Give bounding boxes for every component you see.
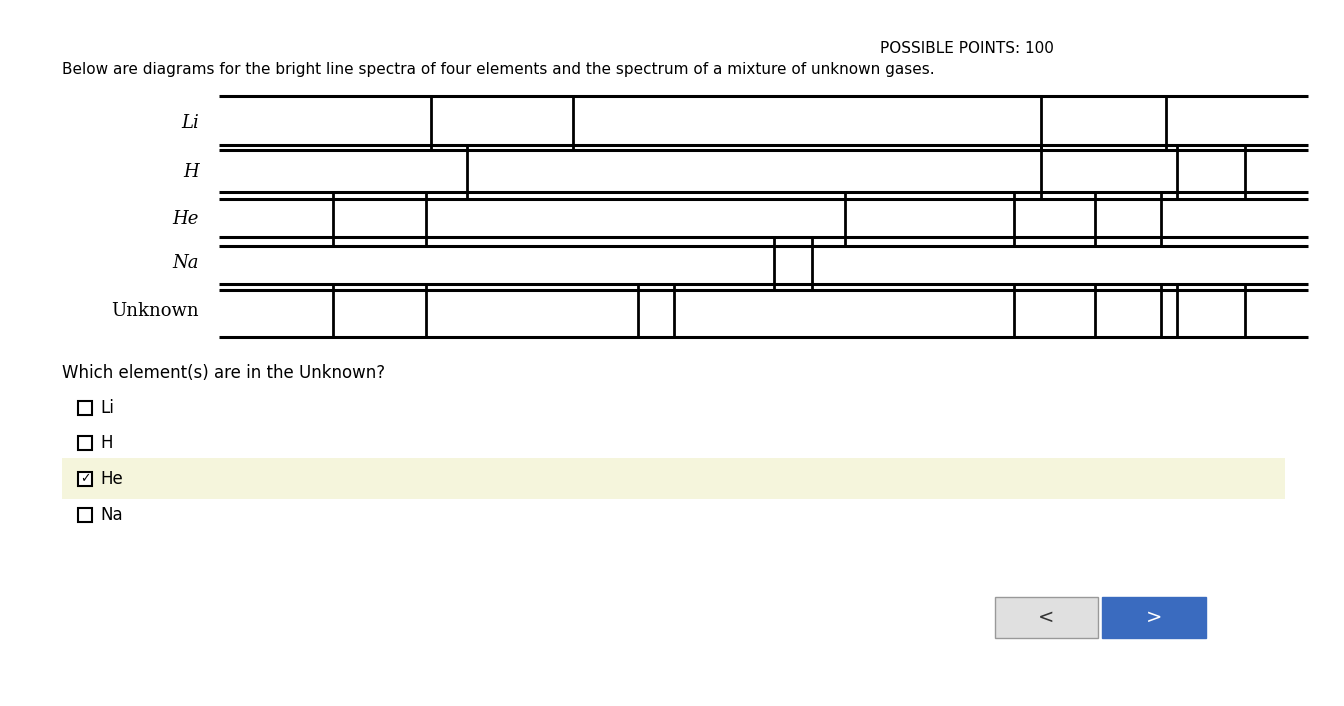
Text: ✓: ✓ [79,472,90,485]
Text: He: He [172,210,199,228]
Text: POSSIBLE POINTS: 100: POSSIBLE POINTS: 100 [880,41,1054,56]
Bar [78,472,91,486]
Text: Unknown: Unknown [112,301,199,320]
Text: Na: Na [172,254,199,273]
Text: <: < [1038,608,1055,626]
Text: Na: Na [99,506,122,525]
Text: Which element(s) are in the Unknown?: Which element(s) are in the Unknown? [62,364,384,381]
Text: Li: Li [99,399,114,417]
Bar [78,401,91,415]
Bar [1102,597,1206,638]
Text: >: > [1145,608,1163,626]
Text: Li: Li [181,114,199,132]
Bar [62,458,1285,499]
Bar [78,436,91,450]
Bar [995,597,1098,638]
Text: H: H [183,163,199,181]
Text: H: H [99,434,113,453]
Text: He: He [99,469,122,488]
Bar [78,508,91,522]
Text: Below are diagrams for the bright line spectra of four elements and the spectrum: Below are diagrams for the bright line s… [62,62,934,77]
